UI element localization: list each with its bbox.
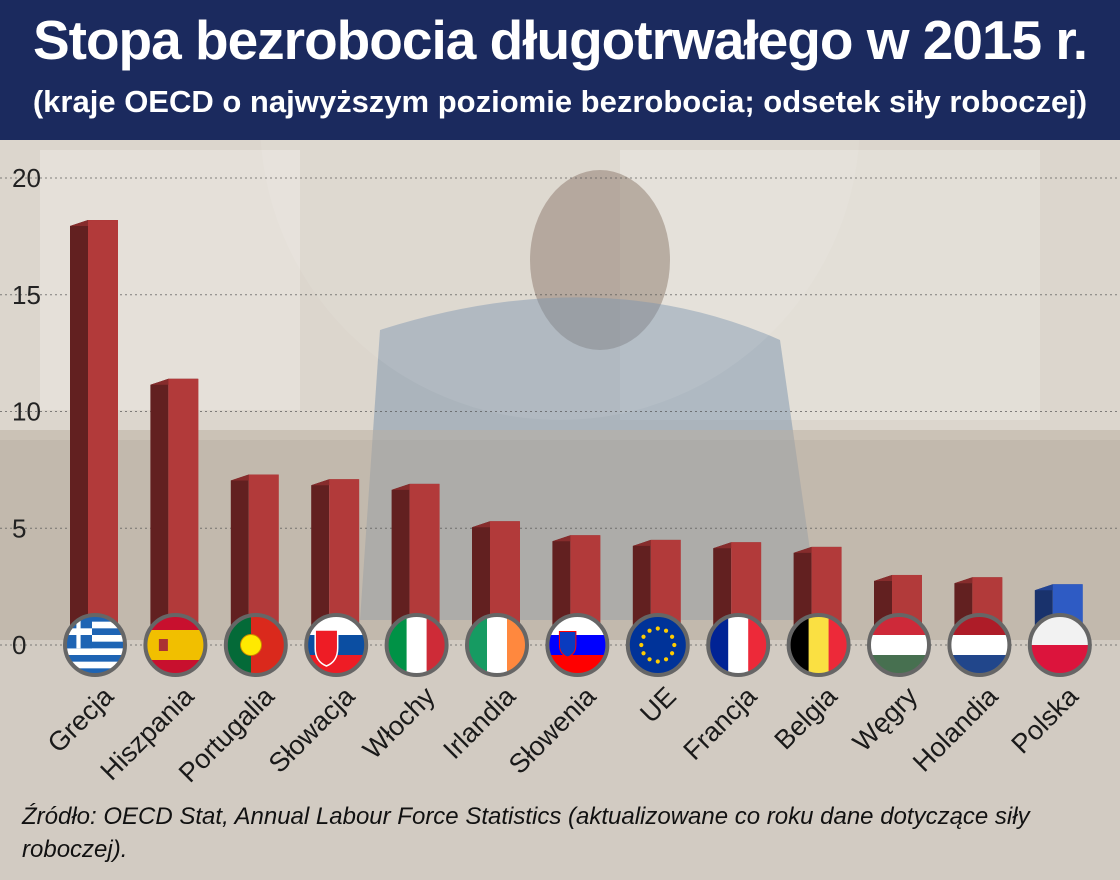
y-tick-label: 20 [12, 163, 41, 193]
bar-side [230, 474, 249, 645]
y-tick-label: 5 [12, 513, 26, 543]
belgium-flag-icon [786, 613, 851, 677]
category-label: Słowenia [503, 680, 602, 779]
slovakia-flag-icon [304, 613, 369, 677]
header-banner: Stopa bezrobocia długotrwałego w 2015 r.… [0, 0, 1120, 140]
bar-1 [150, 378, 199, 645]
bar-side [70, 220, 88, 645]
spain-flag-icon [143, 613, 208, 677]
category-label: Belgia [769, 680, 844, 755]
poland-flag-icon [1027, 613, 1092, 677]
bar-front [88, 220, 118, 645]
slovenia-flag-icon [545, 613, 610, 677]
chart-subtitle: (kraje OECD o najwyższym poziomie bezrob… [32, 84, 1088, 119]
portugal-flag-icon [223, 613, 288, 677]
bar-0 [70, 220, 118, 645]
bar-side [150, 378, 169, 645]
y-tick-label: 10 [12, 397, 41, 427]
y-tick-label: 15 [12, 280, 41, 310]
eu-flag-icon [625, 613, 690, 677]
italy-flag-icon [384, 613, 449, 677]
bar-side [391, 483, 410, 645]
category-label: Francja [678, 680, 764, 766]
chart-title: Stopa bezrobocia długotrwałego w 2015 r. [32, 9, 1088, 71]
category-label: Holandia [907, 680, 1004, 777]
france-flag-icon [706, 613, 771, 677]
category-label: Węgry [847, 681, 924, 758]
source-note: Źródło: OECD Stat, Annual Labour Force S… [22, 803, 1030, 863]
bar-side [311, 479, 330, 645]
y-tick-label: 0 [12, 630, 26, 660]
category-label: UE [634, 681, 682, 729]
ireland-flag-icon [465, 613, 529, 677]
greece-flag-icon [63, 613, 127, 677]
category-label: Słowacja [263, 680, 361, 778]
category-label: Grecja [42, 680, 120, 758]
category-label: Włochy [357, 681, 441, 765]
hungary-flag-icon [867, 613, 931, 677]
bar-front [168, 378, 199, 645]
netherlands-flag-icon [947, 613, 1012, 677]
category-label: Polska [1006, 680, 1085, 759]
bar-side [472, 521, 490, 645]
